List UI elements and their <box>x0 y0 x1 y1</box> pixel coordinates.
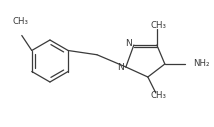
Text: N: N <box>117 64 124 73</box>
Text: CH₃: CH₃ <box>13 18 29 27</box>
Text: N: N <box>125 38 132 47</box>
Text: CH₃: CH₃ <box>151 21 167 30</box>
Text: NH₂: NH₂ <box>193 60 209 68</box>
Text: CH₃: CH₃ <box>151 91 167 100</box>
